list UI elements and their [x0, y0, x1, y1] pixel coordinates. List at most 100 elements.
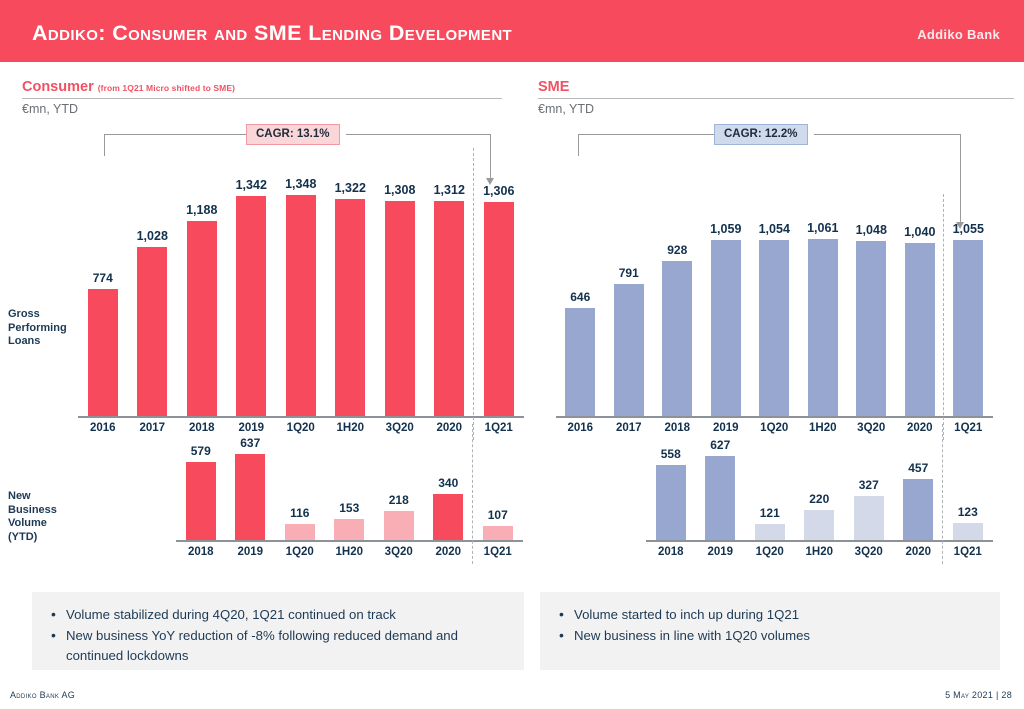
cagr-bracket-line	[578, 134, 714, 135]
chart-bar-value-label: 1,061	[807, 221, 839, 236]
chart-bar	[137, 247, 168, 416]
cagr-bracket-line	[346, 134, 490, 135]
chart-axis-line	[78, 416, 524, 418]
chart-x-tick-label: 1Q20	[760, 422, 789, 434]
cagr-bracket-line	[814, 134, 960, 135]
cagr-badge: CAGR: 12.2%	[714, 124, 808, 145]
cagr-annotation-consumer: CAGR: 13.1%	[78, 120, 502, 185]
chart-period-separator	[942, 424, 943, 564]
chart-bar-value-label: 579	[190, 444, 211, 459]
chart-bar	[335, 199, 366, 416]
chart-bar	[953, 240, 984, 416]
chart-bar-value-label: 1,306	[483, 183, 515, 198]
chart-bar	[433, 494, 464, 540]
chart-bar-value-label: 220	[809, 492, 830, 507]
chart-bar	[613, 284, 644, 416]
chart-x-tick-label: 2018	[657, 546, 684, 558]
page-title: Addiko: Consumer and SME Lending Develop…	[32, 21, 513, 45]
chart-bar	[383, 510, 414, 540]
panel-sme: SME €mn, YTD	[524, 62, 1024, 582]
chart-x-tick-label: 1Q20	[286, 422, 315, 434]
chart-bar-value-label: 1,028	[136, 229, 168, 244]
chart-x-tick-label: 2019	[238, 422, 265, 434]
cagr-annotation-sme: CAGR: 12.2%	[556, 120, 968, 229]
chart-bar-value-label: 1,312	[433, 182, 465, 197]
chart-bar	[565, 308, 596, 416]
brand-logo: Addiko Bank	[917, 27, 1000, 42]
panel-sme-title: SME	[538, 79, 570, 95]
chart-x-tick-label: 2016	[567, 422, 594, 434]
chart-bar	[754, 523, 785, 540]
notes-sme: Volume started to inch up during 1Q21New…	[540, 592, 1000, 670]
slide-header: Addiko: Consumer and SME Lending Develop…	[0, 0, 1024, 62]
row-label-new-business-volume: New Business Volume (YTD)	[8, 490, 57, 543]
chart-bar-value-label: 107	[487, 507, 508, 522]
chart-period-separator	[943, 194, 944, 440]
chart-x-tick-label: 2020	[436, 422, 463, 434]
chart-x-tick-label: 1Q20	[755, 546, 784, 558]
chart-x-tick-label: 3Q20	[385, 422, 414, 434]
chart-bar	[434, 200, 465, 416]
chart-x-tick-label: 2018	[187, 546, 214, 558]
panel-sme-unit: €mn, YTD	[538, 102, 595, 116]
chart-x-tick-label: 2018	[188, 422, 215, 434]
panel-sme-divider	[538, 98, 1014, 99]
panel-sme-heading: SME	[538, 78, 573, 96]
chart-bar-value-label: 123	[957, 505, 978, 520]
chart-x-tick-label: 1Q21	[954, 422, 983, 434]
chart-bar	[655, 465, 686, 540]
chart-x-tick-label: 2020	[435, 546, 462, 558]
chart-axis-line	[556, 416, 993, 418]
chart-x-tick-label: 1H20	[809, 422, 837, 434]
chart-bar	[759, 240, 790, 416]
footer-company: Addiko Bank AG	[10, 690, 76, 700]
chart-bar	[705, 455, 736, 540]
chart-bar	[903, 478, 934, 540]
chart-bar-value-label: 774	[92, 271, 113, 286]
chart-bar-value-label: 1,188	[186, 203, 218, 218]
row-label-gross-performing-loans: Gross Performing Loans	[8, 308, 67, 347]
chart-bar-value-label: 340	[438, 476, 459, 491]
chart-bar-value-label: 1,322	[334, 181, 366, 196]
cagr-arrow-icon	[956, 222, 964, 229]
chart-x-tick-label: 2020	[905, 546, 932, 558]
note-bullet: Volume started to inch up during 1Q21	[558, 604, 986, 625]
chart-bar	[384, 201, 415, 416]
notes-consumer: Volume stabilized during 4Q20, 1Q21 cont…	[32, 592, 524, 670]
chart-bar	[482, 525, 513, 540]
cagr-bracket-left-stem	[578, 134, 579, 156]
cagr-arrow-icon	[486, 178, 494, 185]
panel-consumer-title: Consumer	[22, 79, 94, 95]
chart-bar-value-label: 153	[339, 501, 360, 516]
chart-bar	[662, 261, 693, 416]
chart-bar	[236, 195, 267, 416]
chart-bar	[334, 519, 365, 540]
chart-bar-value-label: 646	[570, 290, 591, 305]
chart-x-tick-label: 2018	[664, 422, 691, 434]
chart-bar-value-label: 1,048	[855, 223, 887, 238]
chart-bar-value-label: 1,054	[758, 222, 790, 237]
panel-consumer-unit: €mn, YTD	[22, 102, 79, 116]
chart-x-tick-label: 1Q21	[483, 546, 512, 558]
note-bullet: New business in line with 1Q20 volumes	[558, 625, 986, 646]
chart-bar-value-label: 116	[290, 506, 310, 521]
chart-x-tick-label: 2019	[237, 546, 264, 558]
chart-bar-value-label: 1,348	[285, 176, 317, 191]
cagr-bracket-line	[104, 134, 246, 135]
chart-x-tick-label: 2019	[707, 546, 734, 558]
panel-consumer-divider	[22, 98, 502, 99]
chart-bar-value-label: 457	[908, 460, 929, 475]
chart-bar-value-label: 327	[858, 478, 879, 493]
note-bullet: Volume stabilized during 4Q20, 1Q21 cont…	[50, 604, 510, 625]
chart-x-tick-label: 1Q21	[953, 546, 982, 558]
chart-x-tick-label: 3Q20	[857, 422, 886, 434]
chart-x-tick-label: 1H20	[805, 546, 834, 558]
chart-bar-value-label: 637	[240, 436, 261, 451]
chart-bar	[710, 239, 741, 416]
chart-bar	[952, 523, 983, 540]
chart-bar-value-label: 558	[660, 447, 681, 462]
chart-sme-new-business-volume: 558 2018 627 2019 121 1Q20 220 1H20 327 3Q20 457 20…	[646, 424, 996, 564]
chart-x-tick-label: 1H20	[336, 422, 365, 434]
chart-bar-value-label: 1,055	[952, 222, 984, 237]
chart-consumer-gross-performing-loans: 774 2016 1,028 2017 1,188 2018 1,342 2019 1,348 1…	[78, 148, 524, 440]
